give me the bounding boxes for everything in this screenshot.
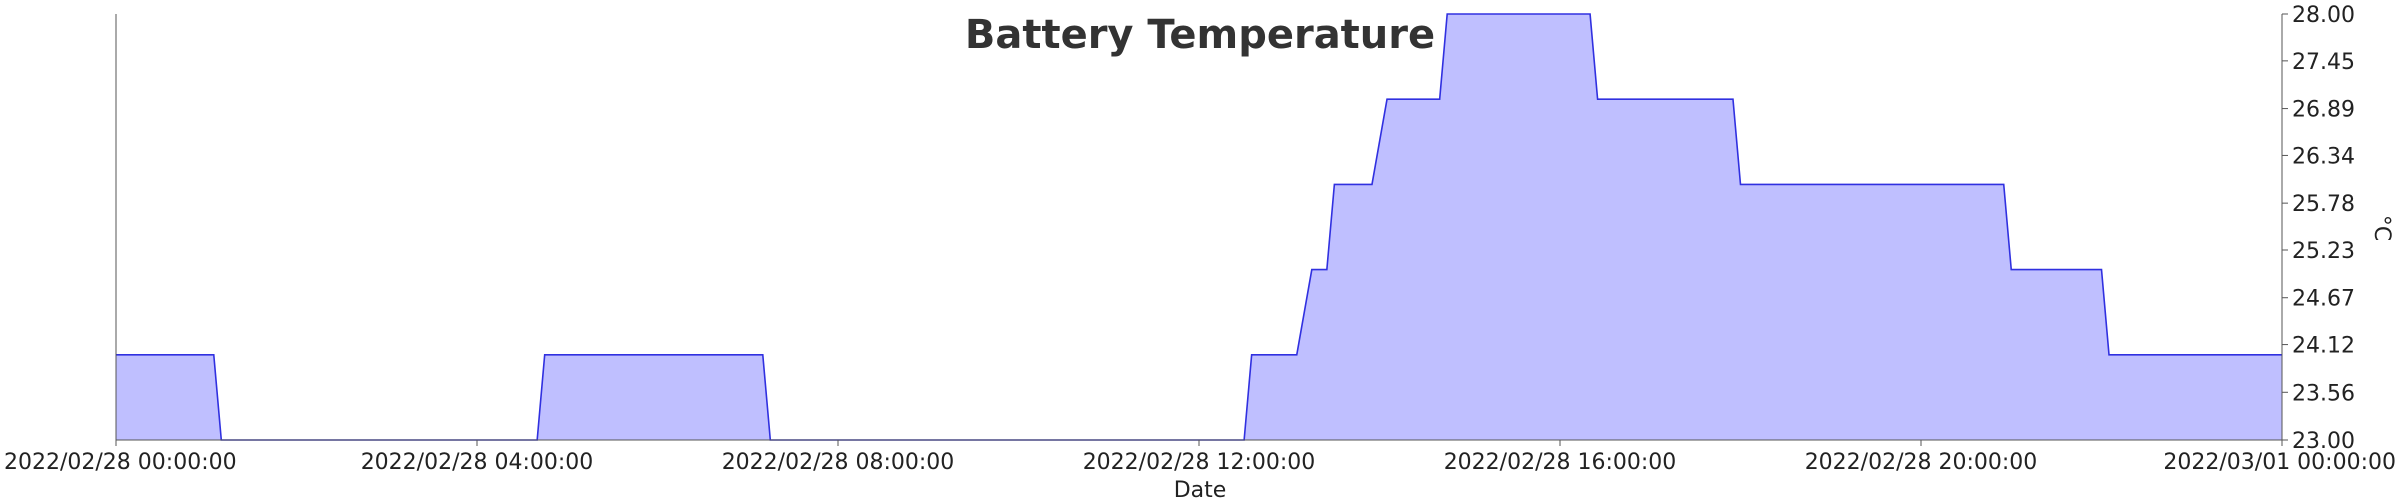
y-tick-label: 25.23	[2292, 239, 2355, 264]
y-tick-label: 25.78	[2292, 192, 2355, 217]
y-tick-label: 23.00	[2292, 429, 2355, 454]
x-tick-label: 2022/02/28 08:00:00	[722, 450, 955, 475]
y-tick-label: 23.56	[2292, 381, 2355, 406]
y-tick-label: 27.45	[2292, 50, 2355, 75]
series-area-0	[116, 14, 2282, 440]
y-axis-label: °C	[2369, 215, 2394, 241]
axes-layer: 23.00 23.56 24.12 24.67 25.23 25.78 26.34 26.89…	[4, 3, 2396, 475]
y-tick-label: 24.67	[2292, 287, 2355, 312]
series-line-0	[116, 13, 2282, 441]
y-tick-label: 28.00	[2292, 3, 2355, 28]
x-tick-label: 2022/02/28 04:00:00	[361, 450, 594, 475]
x-tick-label: 2022/02/28 16:00:00	[1444, 450, 1677, 475]
x-tick-label: 2022/02/28 00:00:00	[4, 450, 237, 475]
chart-title: Battery Temperature	[965, 12, 1435, 58]
y-tick-label: 26.89	[2292, 98, 2355, 123]
y-tick-label: 26.34	[2292, 144, 2355, 169]
x-axis-label: Date	[1174, 478, 1227, 500]
series-layer	[116, 13, 2282, 441]
y-tick-label: 24.12	[2292, 334, 2355, 359]
x-tick-label: 2022/02/28 20:00:00	[1805, 450, 2038, 475]
x-tick-label: 2022/03/01 00:00:00	[2163, 450, 2396, 475]
x-tick-label: 2022/02/28 12:00:00	[1083, 450, 1316, 475]
